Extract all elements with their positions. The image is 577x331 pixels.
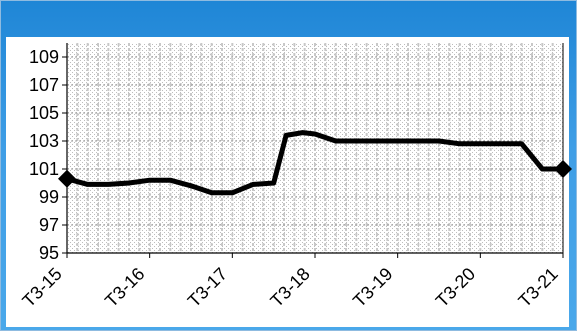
data-point-marker xyxy=(554,160,572,178)
y-axis-tick-labels: 95 97 99 101 103 105 107 109 xyxy=(29,47,59,263)
series-line xyxy=(64,130,566,196)
x-tick-label: T3-16 xyxy=(101,264,148,311)
x-tick-label: T3-18 xyxy=(266,264,313,311)
series-layer xyxy=(58,130,572,196)
data-point-marker xyxy=(58,169,76,188)
x-tick-label: T3-15 xyxy=(18,264,65,311)
y-tick-label: 99 xyxy=(39,187,59,207)
x-axis-tick-labels: T3-15 T3-16 T3-17 T3-18 T3-19 T3-20 T3-21 xyxy=(18,264,561,311)
x-tick-label: T3-17 xyxy=(184,264,231,311)
y-tick-label: 107 xyxy=(29,75,59,95)
y-tick-label: 105 xyxy=(29,103,59,123)
x-tick-label: T3-21 xyxy=(514,264,561,311)
y-tick-label: 109 xyxy=(29,47,59,67)
y-tick-label: 95 xyxy=(39,243,59,263)
y-tick-label: 103 xyxy=(29,131,59,151)
y-tick-label: 97 xyxy=(39,215,59,235)
x-tick-label: T3-19 xyxy=(349,264,396,311)
y-tick-label: 101 xyxy=(29,159,59,179)
gridlines xyxy=(67,43,563,254)
x-tick-label: T3-20 xyxy=(432,264,479,311)
axes xyxy=(62,43,564,258)
